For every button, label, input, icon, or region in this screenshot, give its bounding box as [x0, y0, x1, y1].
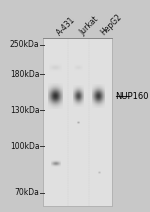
- Text: Jurkat: Jurkat: [78, 15, 101, 37]
- Text: 250kDa: 250kDa: [10, 40, 40, 49]
- Text: 100kDa: 100kDa: [10, 142, 40, 151]
- Text: 70kDa: 70kDa: [15, 188, 40, 197]
- Bar: [43, 38, 112, 206]
- Text: HepG2: HepG2: [99, 13, 123, 37]
- Text: 180kDa: 180kDa: [10, 70, 40, 79]
- Text: NUP160: NUP160: [116, 92, 149, 101]
- Text: A-431: A-431: [56, 15, 78, 37]
- Text: 130kDa: 130kDa: [10, 106, 40, 115]
